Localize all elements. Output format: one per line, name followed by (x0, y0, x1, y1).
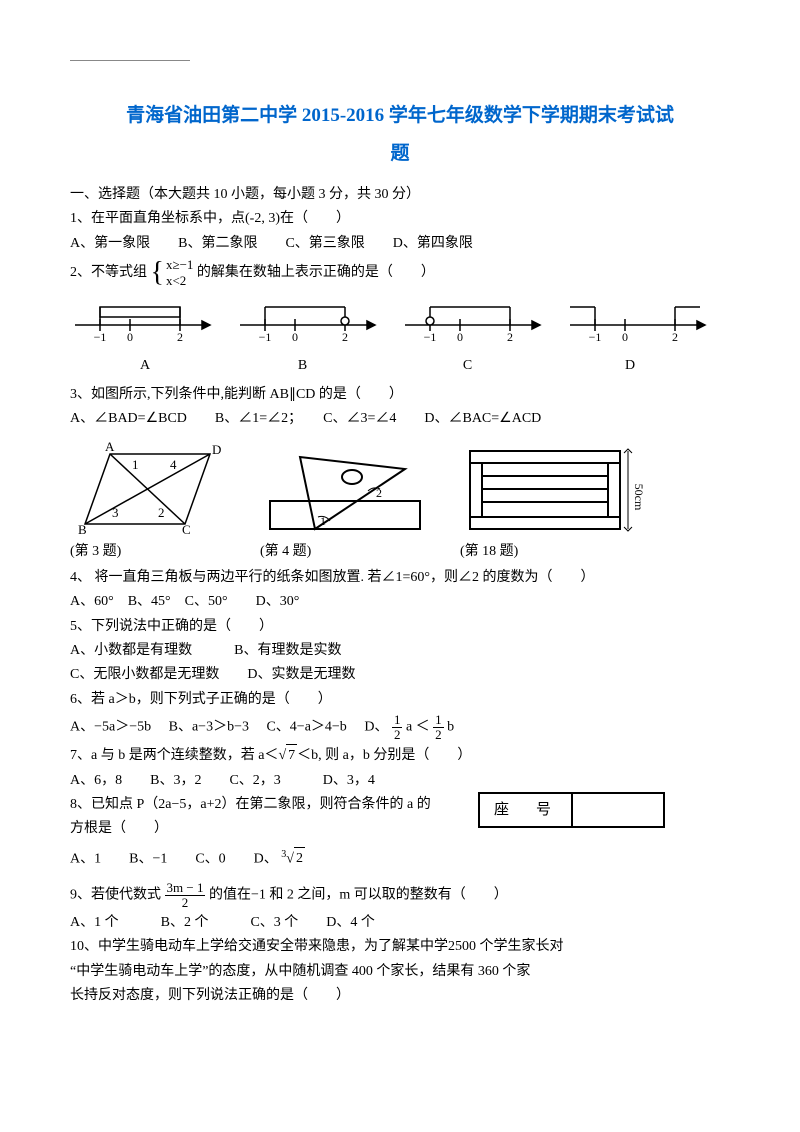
svg-text:−1: −1 (259, 330, 272, 344)
question-9-options: A、1 个 B、2 个 C、3 个 D、4 个 (70, 912, 730, 934)
q8-opts-abc: A、1 B、−1 C、0 D、 (70, 851, 278, 866)
option-b-label: B (220, 355, 385, 377)
inequality-1: x≥−1 (166, 257, 193, 273)
svg-text:D: D (212, 442, 221, 457)
option-a-label: A (70, 355, 220, 377)
question-5-options-ab: A、小数都是有理数 B、有理数是实数 (70, 640, 730, 662)
root-arg: 2 (294, 847, 305, 870)
seat-value (573, 794, 663, 826)
figure-caption-18: (第 18 题) (460, 541, 650, 563)
svg-text:−1: −1 (589, 330, 602, 344)
svg-text:2: 2 (507, 330, 513, 344)
q6-opt-b: B、a−3＞b−3 (169, 720, 249, 735)
section-heading: 一、选择题（本大题共 10 小题，每小题 3 分，共 30 分） (70, 184, 730, 206)
svg-text:0: 0 (127, 330, 133, 344)
option-c-label: C (385, 355, 550, 377)
question-4: 4、 将一直角三角板与两边平行的纸条如图放置. 若∠1=60°，则∠2 的度数为… (70, 567, 730, 589)
doc-title-line1: 青海省油田第二中学 2015-2016 学年七年级数学下学期期末考试试 (70, 101, 730, 131)
question-5-options-cd: C、无限小数都是无理数 D、实数是无理数 (70, 664, 730, 686)
svg-text:C: C (182, 522, 191, 537)
sqrt-arg: 7 (286, 744, 297, 767)
question-7: 7、a 与 b 是两个连续整数，若 a＜√7＜b, 则 a，b 分别是（ ） (70, 744, 730, 767)
figure-caption-4: (第 4 题) (260, 541, 430, 563)
figure-q3: A D B C 1 4 3 2 (70, 439, 230, 539)
q8-text: 8、已知点 P（2a−5，a+2）在第二象限，则符合条件的 a 的 (70, 797, 431, 812)
q6-opt-a: A、−5a＞−5b (70, 720, 151, 735)
seat-number-box: 座 号 (478, 792, 665, 828)
svg-text:0: 0 (457, 330, 463, 344)
svg-text:−1: −1 (94, 330, 107, 344)
figure-caption-3: (第 3 题) (70, 541, 230, 563)
option-d-label: D (550, 355, 710, 377)
root-icon: √ (286, 851, 294, 866)
svg-text:4: 4 (170, 457, 177, 472)
question-9: 9、若使代数式 3m − 12 的值在−1 和 2 之间，m 可以取的整数有（ … (70, 881, 730, 910)
question-6: 6、若 a＞b，则下列式子正确的是（ ） (70, 689, 730, 711)
question-10-line1: 10、中学生骑电动车上学给交通安全带来隐患，为了解某中学2500 个学生家长对 (70, 936, 730, 958)
svg-text:A: A (105, 439, 115, 454)
svg-text:2: 2 (342, 330, 348, 344)
doc-title-line2: 题 (70, 139, 730, 169)
question-10-line3: 长持反对态度，则下列说法正确的是（ ） (70, 985, 730, 1007)
q6-opt-d-prefix: D、 (364, 720, 388, 735)
number-line-labels: A B C D (70, 355, 730, 377)
question-3-options: A、∠BAD=∠BCD B、∠1=∠2； C、∠3=∠4 D、∠BAC=∠ACD (70, 408, 730, 430)
left-brace-icon: { (151, 259, 164, 287)
question-4-options: A、60° B、45° C、50° D、30° (70, 591, 730, 613)
question-2: 2、不等式组 { x≥−1 x<2 的解集在数轴上表示正确的是（ ） (70, 257, 730, 289)
question-10-line2: “中学生骑电动车上学”的态度，从中随机调查 400 个家长，结果有 360 个家 (70, 961, 730, 983)
q7-prefix: 7、a 与 b 是两个连续整数，若 a＜ (70, 748, 278, 763)
svg-text:2: 2 (672, 330, 678, 344)
q7-suffix: ＜b, 则 a，b 分别是（ ） (297, 748, 471, 763)
question-8-options: A、1 B、−1 C、0 D、 3√2 (70, 847, 730, 871)
q6-opt-d-end: b (447, 720, 454, 735)
inequality-system: { x≥−1 x<2 (151, 257, 194, 289)
q9-suffix: 的值在−1 和 2 之间，m 可以取的整数有（ ） (209, 888, 508, 903)
question-3: 3、如图所示,下列条件中,能判断 AB∥CD 的是（ ） (70, 384, 730, 406)
question-2-prefix: 2、不等式组 (70, 265, 147, 280)
question-1-options: A、第一象限 B、第二象限 C、第三象限 D、第四象限 (70, 233, 730, 255)
svg-text:0: 0 (292, 330, 298, 344)
question-6-options: A、−5a＞−5b B、a−3＞b−3 C、4−a＞4−b D、 12 a ＜ … (70, 713, 730, 742)
q6-opt-d-mid: a ＜ (406, 720, 433, 735)
fraction-half-2: 12 (433, 713, 444, 742)
sqrt-icon: √ (278, 748, 286, 763)
question-5: 5、下列说法中正确的是（ ） (70, 616, 730, 638)
inequality-2: x<2 (166, 273, 193, 289)
question-8: 8、已知点 P（2a−5，a+2）在第二象限，则符合条件的 a 的 座 号 (70, 794, 730, 816)
seat-label: 座 号 (480, 794, 573, 826)
svg-text:2: 2 (177, 330, 183, 344)
figure-row: A D B C 1 4 3 2 1 2 (70, 439, 730, 539)
figure-q18: 50cm (460, 439, 650, 539)
svg-text:2: 2 (158, 505, 165, 520)
svg-text:50cm: 50cm (632, 483, 646, 510)
svg-text:B: B (78, 522, 87, 537)
figure-captions: (第 3 题) (第 4 题) (第 18 题) (70, 541, 730, 563)
figure-q4: 1 2 (260, 439, 430, 539)
svg-text:1: 1 (132, 457, 139, 472)
question-7-options: A、6，8 B、3，2 C、2，3 D、3，4 (70, 770, 730, 792)
number-line-figures: −1 0 2 −1 0 2 −1 0 2 −1 0 2 (70, 295, 730, 353)
question-2-suffix: 的解集在数轴上表示正确的是（ ） (197, 265, 435, 280)
q9-fraction: 3m − 12 (165, 881, 206, 910)
question-1: 1、在平面直角坐标系中，点(-2, 3)在（ ） (70, 208, 730, 230)
svg-text:−1: −1 (424, 330, 437, 344)
svg-text:3: 3 (112, 505, 119, 520)
q6-opt-c: C、4−a＞4−b (266, 720, 346, 735)
q9-prefix: 9、若使代数式 (70, 888, 165, 903)
svg-text:0: 0 (622, 330, 628, 344)
page-rule (70, 60, 190, 61)
fraction-half-1: 12 (392, 713, 403, 742)
